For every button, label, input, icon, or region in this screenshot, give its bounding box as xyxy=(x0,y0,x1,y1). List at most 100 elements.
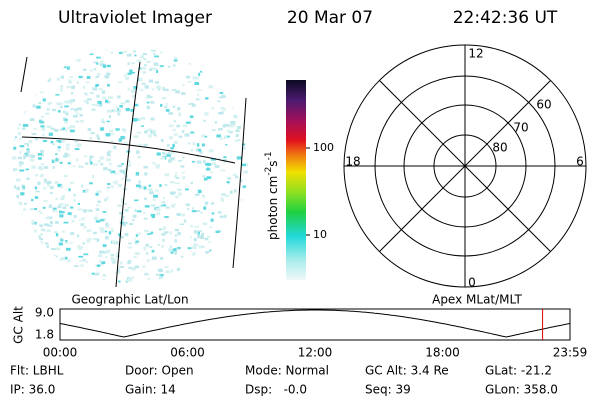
speckle xyxy=(164,216,169,218)
speckle xyxy=(21,184,25,188)
speckle xyxy=(135,150,140,154)
speckle xyxy=(66,86,71,89)
speckle xyxy=(247,188,248,192)
speckle xyxy=(86,100,89,105)
speckle xyxy=(191,160,195,163)
speckle xyxy=(138,180,141,184)
speckle xyxy=(211,107,215,110)
speckle xyxy=(29,263,34,267)
label-exp: -1 xyxy=(264,151,274,160)
speckle xyxy=(84,92,87,95)
speckle xyxy=(188,62,193,65)
speckle xyxy=(141,125,144,127)
speckle xyxy=(105,236,109,240)
speckle xyxy=(151,215,156,219)
speckle xyxy=(108,115,112,119)
speckle xyxy=(158,228,162,231)
speckle xyxy=(103,218,106,221)
speckle xyxy=(120,198,125,201)
speckle xyxy=(120,169,125,173)
speckle xyxy=(51,248,56,251)
speckle xyxy=(216,134,222,138)
speckle xyxy=(135,172,140,176)
speckle xyxy=(106,109,112,113)
speckle xyxy=(187,208,190,211)
speckle xyxy=(78,246,84,248)
speckle xyxy=(231,120,236,124)
speckle xyxy=(182,124,188,128)
speckle xyxy=(17,132,21,136)
speckle xyxy=(58,203,64,206)
speckle xyxy=(163,88,169,92)
speckle xyxy=(70,242,73,244)
speckle xyxy=(93,68,96,71)
speckle xyxy=(31,223,36,225)
speckle xyxy=(15,110,20,114)
ring-label: 60 xyxy=(536,98,551,112)
speckle xyxy=(22,51,26,54)
speckle xyxy=(60,237,63,241)
speckle xyxy=(161,245,164,248)
speckle xyxy=(237,126,241,129)
speckle xyxy=(168,48,172,50)
speckle xyxy=(32,250,38,255)
speckle xyxy=(21,103,26,106)
speckle xyxy=(153,194,158,198)
speckle xyxy=(139,88,143,91)
speckle xyxy=(235,139,239,143)
speckle xyxy=(216,282,221,283)
speckle xyxy=(61,230,66,233)
speckle xyxy=(220,248,223,251)
speckle xyxy=(191,104,196,107)
speckle xyxy=(13,249,16,252)
speckle xyxy=(231,99,234,102)
speckle xyxy=(143,217,148,220)
speckle xyxy=(229,131,233,134)
speckle xyxy=(32,104,36,108)
speckle xyxy=(37,181,41,185)
speckle xyxy=(210,65,213,68)
speckle xyxy=(168,159,172,163)
speckle xyxy=(237,279,242,283)
speckle xyxy=(21,276,24,280)
speckle xyxy=(22,112,25,115)
speckle xyxy=(196,60,201,64)
speckle xyxy=(164,184,168,187)
speckle xyxy=(84,191,88,193)
speckle xyxy=(199,70,204,73)
speckle xyxy=(164,106,168,109)
speckle xyxy=(189,236,193,239)
speckle xyxy=(17,201,23,206)
speckle xyxy=(52,108,57,112)
speckle xyxy=(104,75,110,79)
speckle xyxy=(47,224,53,227)
speckle xyxy=(167,65,171,68)
speckle xyxy=(46,108,50,111)
speckle xyxy=(197,62,203,66)
speckle xyxy=(95,84,100,87)
speckle xyxy=(60,75,65,79)
speckle xyxy=(162,87,165,91)
speckle xyxy=(64,152,68,156)
speckle xyxy=(97,136,101,141)
speckle xyxy=(97,200,101,204)
speckle xyxy=(155,81,160,84)
speckle xyxy=(127,72,132,75)
speckle xyxy=(165,103,168,107)
speckle xyxy=(71,85,75,89)
speckle xyxy=(25,270,29,272)
speckle xyxy=(137,155,141,159)
speckle xyxy=(105,256,108,258)
speckle xyxy=(55,158,58,161)
speckle xyxy=(162,238,165,242)
speckle xyxy=(26,144,30,147)
speckle xyxy=(146,129,149,132)
speckle xyxy=(134,199,139,202)
speckle xyxy=(224,269,228,272)
speckle xyxy=(92,87,98,91)
speckle xyxy=(106,72,111,75)
speckle xyxy=(24,154,30,157)
colorbar-label: photon cm-2s-1 xyxy=(264,151,280,240)
speckle xyxy=(177,247,181,249)
speckle xyxy=(153,62,159,66)
